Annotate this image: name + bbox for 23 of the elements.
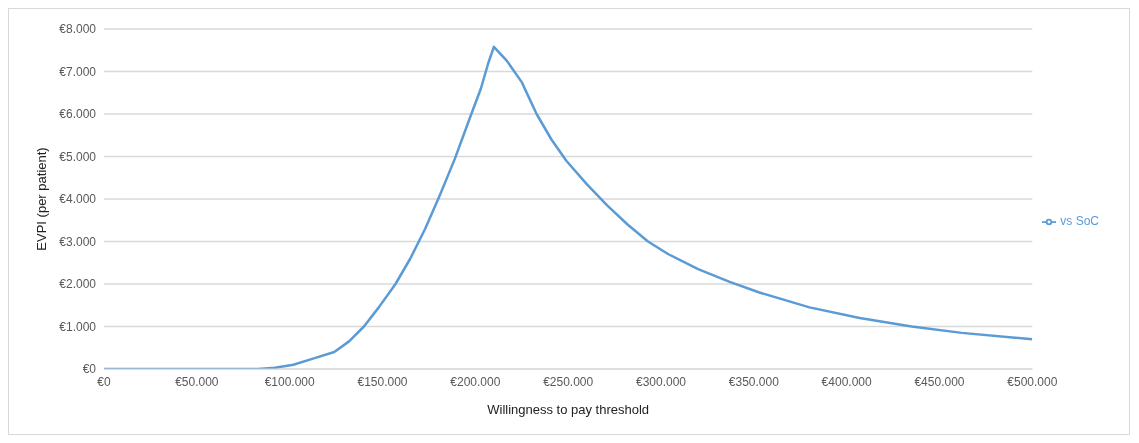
x-tick-label: €100.000 <box>264 374 316 389</box>
y-axis-title: EVPI (per patient) <box>33 147 49 251</box>
x-tick-label: €450.000 <box>914 374 965 389</box>
y-tick-label: €1.000 <box>59 319 97 334</box>
legend-label: vs SoC <box>1060 214 1099 229</box>
y-tick-label: €2.000 <box>59 277 97 292</box>
x-tick-label: €400.000 <box>821 374 872 389</box>
x-tick-label: €50.000 <box>175 374 219 389</box>
y-tick-label: €4.000 <box>59 192 97 207</box>
y-tick-label: €5.000 <box>59 149 97 164</box>
y-tick-label: €6.000 <box>59 107 97 122</box>
x-tick-label: €150.000 <box>357 374 408 389</box>
x-tick-label: €250.000 <box>543 374 594 389</box>
x-axis-title: Willingness to pay threshold <box>487 402 650 417</box>
x-tick-label: €200.000 <box>450 374 501 389</box>
x-tick-label: €0 <box>97 374 111 389</box>
x-tick-label: €350.000 <box>728 374 780 389</box>
y-tick-label: €8.000 <box>59 22 97 37</box>
x-tick-label: €500.000 <box>1007 374 1058 389</box>
x-tick-label: €300.000 <box>635 374 687 389</box>
y-tick-label: €0 <box>82 362 97 377</box>
y-tick-label: €7.000 <box>59 64 97 79</box>
y-tick-label: €3.000 <box>59 234 97 249</box>
